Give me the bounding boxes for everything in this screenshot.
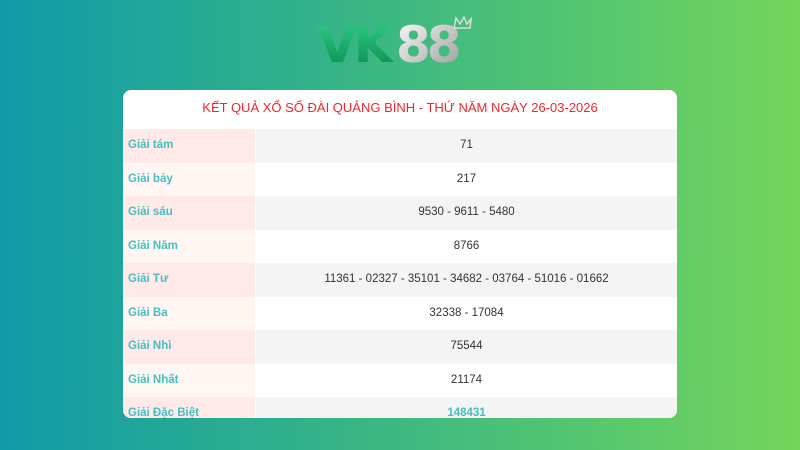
prize-row: Giải Đặc Biệt 148431	[123, 397, 677, 418]
svg-text:88: 88	[396, 16, 459, 66]
prize-value: 71	[256, 129, 677, 163]
prize-value: 8766	[256, 229, 677, 263]
prize-label: Giải sáu	[123, 196, 256, 230]
prize-label: Giải tám	[123, 129, 256, 163]
prize-row: Giải tám 71	[123, 129, 677, 163]
vk88-logo: VK 88	[318, 14, 478, 74]
results-table: Giải tám 71 Giải bảy 217 Giải sáu 9530 - 9611…	[123, 129, 677, 418]
prize-value: 217	[256, 162, 677, 196]
svg-text:VK: VK	[318, 16, 395, 66]
prize-row: Giải sáu 9530 - 9611 - 5480	[123, 196, 677, 230]
prize-label: Giải Nhì	[123, 330, 256, 364]
prize-label: Giải Ba	[123, 296, 256, 330]
prize-row: Giải Năm 8766	[123, 229, 677, 263]
prize-row: Giải Tư 11361 - 02327 - 35101 - 34682 - 0…	[123, 263, 677, 297]
prize-label: Giải bảy	[123, 162, 256, 196]
results-title: KẾT QUẢ XỔ SỐ ĐÀI QUẢNG BÌNH - THỨ NĂM N…	[202, 100, 598, 115]
prize-value: 11361 - 02327 - 35101 - 34682 - 03764 - …	[256, 263, 677, 297]
prize-row: Giải Nhất 21174	[123, 363, 677, 397]
prize-row: Giải Nhì 75544	[123, 330, 677, 364]
prize-label: Giải Năm	[123, 229, 256, 263]
prize-label: Giải Tư	[123, 263, 256, 297]
lottery-results-card: KẾT QUẢ XỔ SỐ ĐÀI QUẢNG BÌNH - THỨ NĂM N…	[123, 90, 677, 418]
prize-row: Giải bảy 217	[123, 162, 677, 196]
prize-value: 75544	[256, 330, 677, 364]
prize-value: 21174	[256, 363, 677, 397]
prize-value: 9530 - 9611 - 5480	[256, 196, 677, 230]
prize-row: Giải Ba 32338 - 17084	[123, 296, 677, 330]
prize-value: 148431	[256, 397, 677, 418]
prize-label: Giải Đặc Biệt	[123, 397, 256, 418]
prize-label: Giải Nhất	[123, 363, 256, 397]
prize-value: 32338 - 17084	[256, 296, 677, 330]
